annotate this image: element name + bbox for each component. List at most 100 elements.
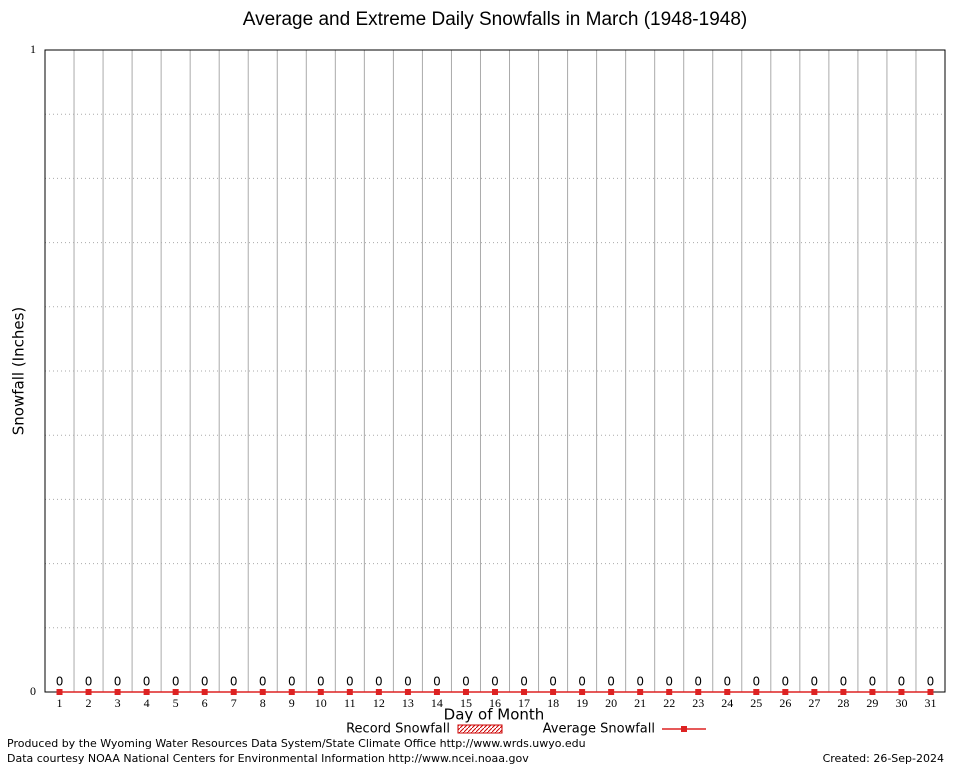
x-tick-label: 16 <box>489 696 501 710</box>
average-marker <box>375 689 382 695</box>
average-marker <box>811 689 818 695</box>
average-marker <box>85 689 92 695</box>
x-tick-label: 10 <box>315 696 327 710</box>
x-tick-label: 30 <box>895 696 907 710</box>
average-marker <box>608 689 615 695</box>
data-label: 0 <box>56 675 64 689</box>
average-marker <box>404 689 411 695</box>
data-label: 0 <box>927 675 935 689</box>
data-label: 0 <box>404 675 412 689</box>
average-marker <box>840 689 847 695</box>
data-label: 0 <box>723 675 731 689</box>
x-tick-label: 3 <box>115 696 121 710</box>
average-marker <box>695 689 702 695</box>
average-marker <box>56 689 63 695</box>
data-label: 0 <box>491 675 499 689</box>
x-tick-label: 17 <box>518 696 530 710</box>
data-label: 0 <box>636 675 644 689</box>
x-tick-label: 11 <box>344 696 356 710</box>
y-tick-label: 0 <box>30 684 36 698</box>
average-marker <box>579 689 586 695</box>
data-label: 0 <box>840 675 848 689</box>
legend-label: Average Snowfall <box>543 722 655 737</box>
x-tick-label: 24 <box>721 696 733 710</box>
average-marker <box>869 689 876 695</box>
x-tick-label: 7 <box>231 696 237 710</box>
average-marker <box>666 689 673 695</box>
x-tick-label: 27 <box>808 696 820 710</box>
data-label: 0 <box>578 675 586 689</box>
data-label: 0 <box>549 675 557 689</box>
data-label: 0 <box>230 675 238 689</box>
data-label: 0 <box>114 675 122 689</box>
x-tick-label: 13 <box>402 696 414 710</box>
x-tick-label: 18 <box>547 696 559 710</box>
data-label: 0 <box>869 675 877 689</box>
average-marker <box>637 689 644 695</box>
x-tick-label: 26 <box>779 696 791 710</box>
data-label: 0 <box>752 675 760 689</box>
data-label: 0 <box>665 675 673 689</box>
data-label: 0 <box>898 675 906 689</box>
x-tick-label: 12 <box>373 696 385 710</box>
data-label: 0 <box>259 675 267 689</box>
data-label: 0 <box>317 675 325 689</box>
data-label: 0 <box>201 675 209 689</box>
x-tick-label: 5 <box>173 696 179 710</box>
average-marker <box>172 689 179 695</box>
average-marker <box>521 689 528 695</box>
x-tick-label: 21 <box>634 696 646 710</box>
legend-swatch <box>457 724 503 734</box>
data-label: 0 <box>782 675 790 689</box>
x-tick-label: 31 <box>924 696 936 710</box>
y-axis-label: Snowfall (Inches) <box>10 307 28 435</box>
data-label: 0 <box>520 675 528 689</box>
average-marker <box>782 689 789 695</box>
x-tick-label: 9 <box>289 696 295 710</box>
x-tick-label: 22 <box>663 696 675 710</box>
data-label: 0 <box>85 675 93 689</box>
x-tick-label: 14 <box>431 696 443 710</box>
average-marker <box>492 689 498 695</box>
x-tick-label: 8 <box>260 696 266 710</box>
chart-title: Average and Extreme Daily Snowfalls in M… <box>243 9 747 30</box>
average-marker <box>550 689 557 695</box>
x-tick-label: 4 <box>144 696 150 710</box>
data-label: 0 <box>346 675 354 689</box>
footer-created: Created: 26-Sep-2024 <box>823 752 944 765</box>
data-label: 0 <box>462 675 470 689</box>
average-marker <box>114 689 121 695</box>
average-marker <box>724 689 731 695</box>
x-tick-label: 20 <box>605 696 617 710</box>
x-tick-label: 19 <box>576 696 588 710</box>
x-tick-label: 1 <box>57 696 63 710</box>
average-marker <box>230 689 237 695</box>
average-marker <box>143 689 150 695</box>
legend-marker <box>681 726 687 732</box>
footer-courtesy: Data courtesy NOAA National Centers for … <box>7 752 529 765</box>
average-marker <box>317 689 324 695</box>
x-tick-label: 25 <box>750 696 762 710</box>
average-marker <box>462 689 469 695</box>
y-tick-label: 1 <box>30 42 36 56</box>
x-tick-label: 15 <box>460 696 472 710</box>
average-marker <box>288 689 295 695</box>
x-tick-label: 2 <box>86 696 92 710</box>
x-tick-label: 28 <box>837 696 849 710</box>
average-marker <box>927 689 934 695</box>
legend-label: Record Snowfall <box>346 722 450 737</box>
average-marker <box>753 689 760 695</box>
data-label: 0 <box>811 675 819 689</box>
x-tick-label: 6 <box>202 696 208 710</box>
data-label: 0 <box>433 675 441 689</box>
average-marker <box>346 689 353 695</box>
average-marker <box>259 689 266 695</box>
data-label: 0 <box>172 675 180 689</box>
data-label: 0 <box>694 675 702 689</box>
footer-produced: Produced by the Wyoming Water Resources … <box>7 737 586 750</box>
average-marker <box>201 689 208 695</box>
average-marker <box>433 689 440 695</box>
x-tick-label: 29 <box>866 696 878 710</box>
data-label: 0 <box>143 675 151 689</box>
